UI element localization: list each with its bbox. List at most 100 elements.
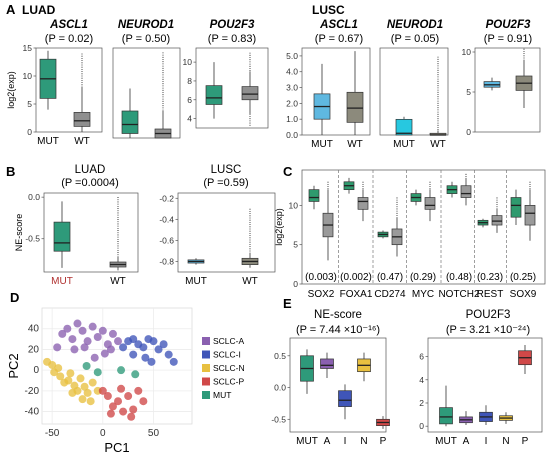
B-LUAD-frame [43, 192, 139, 273]
chart-b-luad: LUAD(P =0.0004) 0.0 -0.5NE-score MUT WT [14, 164, 139, 287]
A-LUSC-ASCL1-pvalue: (P = 0.67) [315, 33, 363, 45]
d-legend-label-4: MUT [213, 390, 231, 400]
A-LUSC-NEUROD1-category-1: WT [430, 139, 446, 150]
A-LUSC-POU2F3-ytick-label-2: 10 [462, 47, 472, 57]
A-LUAD-POU2F3-gene-label: POU2F3 [210, 19, 255, 31]
d-point-sclc-a-13 [70, 345, 79, 354]
d-point-sclc-p-1 [103, 392, 112, 401]
d-point-sclc-a-17 [106, 345, 115, 354]
d-point-sclc-p-2 [108, 402, 117, 411]
A-LUAD-ASCL1-pvalue: (P = 0.02) [45, 33, 93, 45]
B-LUAD-box-0-box [53, 221, 71, 252]
c-gene-label-2: CD274 [374, 289, 406, 300]
d-point-sclc-p-9 [106, 409, 115, 418]
chart-b-lusc: LUSC(P =0.59) -0.2 -0.4 -0.6 -0.8 MUT WT [159, 164, 276, 287]
d-ytick-label-2: 0 [33, 365, 39, 376]
d-point-sclc-a-16 [90, 353, 99, 362]
d-xtick-label-1: 0 [100, 428, 106, 439]
d-point-sclc-a-2 [68, 335, 77, 344]
d-ytick-label-3: 20 [28, 344, 40, 355]
B-LUAD-ylabel: NE-score [14, 214, 24, 252]
d-ytick-label-4: 40 [28, 324, 40, 335]
A-LUSC-ASCL1-category-1: WT [347, 139, 363, 150]
B-LUAD-ytick-label-1: -0.5 [25, 234, 40, 244]
E-POU2F3-category-0: MUT [435, 436, 457, 447]
A-LUAD-ASCL1-ytick-label-3: 15 [23, 43, 33, 53]
A-LUSC-ASCL1-category-0: MUT [311, 139, 333, 150]
c-pvalue-5: (0.23) [477, 272, 503, 283]
E-NE-score-pvalue: (P = 7.44 ×10⁻¹⁶) [296, 324, 380, 336]
d-point-sclc-n-10 [80, 382, 89, 391]
A-LUSC-POU2F3-frame [474, 47, 541, 133]
d-legend-swatch-0 [202, 337, 210, 345]
d-point-sclc-a-10 [108, 329, 117, 338]
d-point-sclc-i-6 [149, 337, 158, 346]
chart-d-pca: -50 0 50 -40 -20 0 20 40 PC1 PC2 [6, 307, 193, 455]
d-point-sclc-p-11 [139, 397, 148, 406]
A-LUAD-NEUROD1-pvalue: (P = 0.50) [122, 33, 170, 45]
d-point-sclc-i-0 [119, 343, 128, 352]
B-LUSC-frame [177, 192, 276, 273]
A-LUSC-NEUROD1-frame [379, 47, 449, 136]
chart-e-pou2f3: POU2F3 (P = 3.21 ×10⁻²⁴) 0 2 4 6 MUT A I N P [419, 309, 543, 447]
d-point-sclc-n-12 [78, 395, 87, 404]
d-point-sclc-n-6 [66, 369, 75, 378]
E-POU2F3-category-1: A [463, 436, 470, 447]
E-NE-score-box-2-box [338, 390, 352, 407]
panel-letter-b: B [6, 164, 15, 179]
d-point-sclc-a-4 [78, 326, 87, 335]
d-point-sclc-i-12 [147, 357, 156, 366]
panel-letter-c: C [283, 164, 293, 179]
E-POU2F3-pvalue: (P = 3.21 ×10⁻²⁴) [446, 324, 530, 336]
A-LUAD-ASCL1-box-1-box [73, 112, 91, 127]
B-LUAD-ytick-label-0: 0.0 [28, 192, 40, 202]
E-NE-score-category-0: MUT [296, 436, 318, 447]
d-point-sclc-p-7 [134, 386, 143, 395]
A-LUAD-NEUROD1-frame [112, 47, 181, 139]
B-LUSC-category-0: MUT [185, 276, 207, 287]
d-point-sclc-n-15 [68, 388, 77, 397]
d-legend-label-0: SCLC-A [213, 336, 245, 346]
d-point-sclc-n-1 [48, 360, 57, 369]
d-point-sclc-p-4 [119, 407, 128, 416]
B-LUSC-ytick-label-3: -0.8 [159, 256, 174, 266]
A-LUSC-POU2F3-gene-label: POU2F3 [486, 19, 531, 31]
A-LUSC-NEUROD1-box-0-box [395, 118, 413, 136]
c-gene-label-6: SOX9 [510, 289, 537, 300]
E-POU2F3-category-2: I [485, 436, 488, 447]
B-LUAD-pvalue: (P =0.0004) [61, 177, 119, 189]
d-point-sclc-i-7 [154, 345, 163, 354]
A-LUSC-NEUROD1-category-0: MUT [393, 139, 415, 150]
E-NE-score-frame [289, 337, 387, 433]
d-point-sclc-i-8 [159, 340, 168, 349]
c-NOTCH2-wt-box [460, 185, 472, 198]
A-LUSC-ASCL1-gene-label: ASCL1 [319, 19, 358, 31]
E-NE-score-title: NE-score [314, 309, 362, 321]
A-LUAD-POU2F3-pvalue: (P = 0.83) [208, 33, 256, 45]
d-legend-swatch-4 [202, 391, 210, 399]
c-pvalue-6: (0.25) [510, 272, 536, 283]
d-legend-label-2: SCLC-N [213, 363, 245, 373]
c-gene-label-1: FOXA1 [340, 289, 373, 300]
E-NE-score-ytick-label-1: 0.0 [274, 383, 286, 393]
d-point-sclc-a-7 [93, 333, 102, 341]
d-point-mut-0 [93, 368, 102, 377]
E-POU2F3-category-4: P [522, 436, 529, 447]
A-LUAD-ASCL1-ytick-label-0: 0 [27, 127, 32, 137]
A-LUAD-NEUROD1-box-0-box [121, 110, 139, 134]
d-point-sclc-i-13 [169, 357, 178, 366]
A-LUAD-POU2F3-ytick-label-1: 6 [187, 95, 192, 105]
chart-lusc-pou2f3: POU2F3 (P = 0.91) 0 5 10 [462, 19, 541, 137]
d-point-sclc-n-13 [88, 378, 97, 387]
B-LUAD-title: LUAD [75, 164, 106, 176]
d-legend-swatch-1 [202, 350, 210, 359]
d-legend-label-1: SCLC-I [213, 350, 241, 360]
c-REST-wt-box [491, 215, 503, 226]
A-LUSC-ASCL1-ytick-label-3: 3.0 [286, 83, 298, 93]
c-SOX2-mut-box [308, 189, 320, 202]
c-FOXA1-wt-box [357, 197, 369, 210]
A-LUAD-ASCL1-frame [35, 47, 103, 133]
d-point-sclc-i-4 [139, 343, 148, 352]
d-legend-swatch-3 [202, 377, 210, 386]
d-point-sclc-a-6 [88, 322, 97, 331]
